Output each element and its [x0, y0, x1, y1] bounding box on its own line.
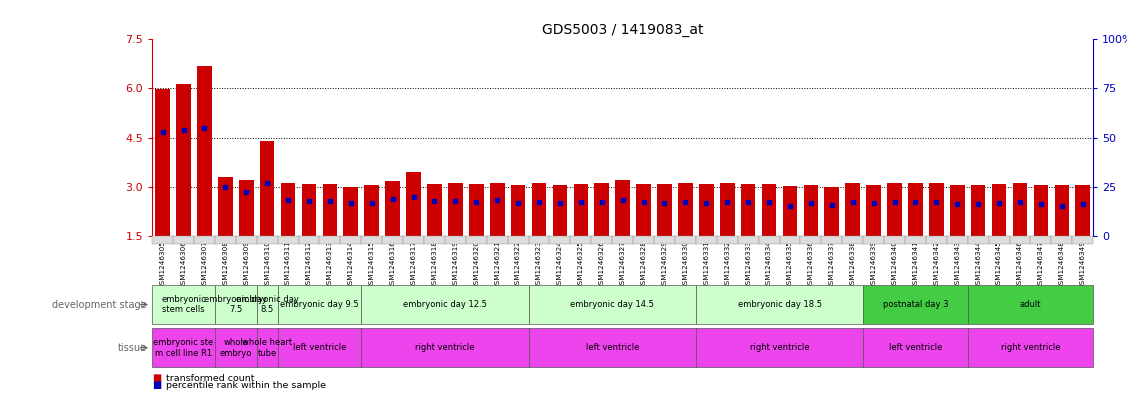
Bar [218, 177, 232, 236]
Text: ■: ■ [152, 380, 161, 390]
Bar [322, 184, 337, 236]
Bar [845, 184, 860, 236]
Bar [782, 186, 797, 236]
Text: embryonic
stem cells: embryonic stem cells [161, 295, 206, 314]
Text: right ventricle: right ventricle [415, 343, 474, 352]
Bar [156, 89, 170, 236]
Bar [929, 184, 943, 236]
Bar [1013, 184, 1028, 236]
Bar [867, 185, 881, 236]
Bar [1075, 185, 1090, 236]
Bar [740, 184, 755, 236]
Bar [427, 184, 442, 236]
Text: transformed count: transformed count [166, 374, 255, 382]
Bar [260, 141, 275, 236]
Bar [887, 184, 902, 236]
Bar [657, 184, 672, 236]
Text: embryonic day 12.5: embryonic day 12.5 [403, 300, 487, 309]
Bar [574, 184, 588, 236]
Bar [908, 184, 923, 236]
Bar [281, 184, 295, 236]
Bar [992, 184, 1006, 236]
Bar [449, 184, 463, 236]
Bar [637, 184, 651, 236]
Bar [302, 184, 317, 236]
Bar [804, 185, 818, 236]
Text: left ventricle: left ventricle [586, 343, 639, 352]
Bar [469, 184, 483, 236]
Text: left ventricle: left ventricle [889, 343, 942, 352]
Bar [950, 185, 965, 236]
Text: embryonic day
7.5: embryonic day 7.5 [204, 295, 267, 314]
Text: embryonic day 9.5: embryonic day 9.5 [281, 300, 358, 309]
Text: whole
embryo: whole embryo [220, 338, 252, 358]
Text: development stage: development stage [52, 299, 147, 310]
Text: embryonic day 18.5: embryonic day 18.5 [737, 300, 822, 309]
Bar [532, 184, 547, 236]
Bar [385, 181, 400, 236]
Text: whole heart
tube: whole heart tube [242, 338, 292, 358]
Text: embryonic day
8.5: embryonic day 8.5 [236, 295, 299, 314]
Bar [1055, 185, 1070, 236]
Bar [762, 184, 777, 236]
Bar [197, 66, 212, 236]
Title: GDS5003 / 1419083_at: GDS5003 / 1419083_at [542, 23, 703, 37]
Bar [239, 180, 254, 236]
Bar [552, 185, 567, 236]
Bar [344, 187, 358, 236]
Bar [1033, 185, 1048, 236]
Bar [615, 180, 630, 236]
Text: tissue: tissue [117, 343, 147, 353]
Bar [364, 185, 379, 236]
Bar [176, 84, 190, 236]
Text: postnatal day 3: postnatal day 3 [882, 300, 948, 309]
Text: embryonic day 14.5: embryonic day 14.5 [570, 300, 654, 309]
Bar [970, 185, 985, 236]
Text: left ventricle: left ventricle [293, 343, 346, 352]
Bar [511, 185, 525, 236]
Bar [720, 184, 735, 236]
Text: right ventricle: right ventricle [1001, 343, 1061, 352]
Bar [678, 184, 693, 236]
Bar [490, 184, 505, 236]
Text: adult: adult [1020, 300, 1041, 309]
Bar [594, 184, 609, 236]
Text: percentile rank within the sample: percentile rank within the sample [166, 381, 326, 389]
Text: right ventricle: right ventricle [749, 343, 809, 352]
Text: embryonic ste
m cell line R1: embryonic ste m cell line R1 [153, 338, 214, 358]
Bar [406, 172, 420, 236]
Bar [825, 187, 840, 236]
Text: ■: ■ [152, 373, 161, 383]
Bar [699, 184, 713, 236]
